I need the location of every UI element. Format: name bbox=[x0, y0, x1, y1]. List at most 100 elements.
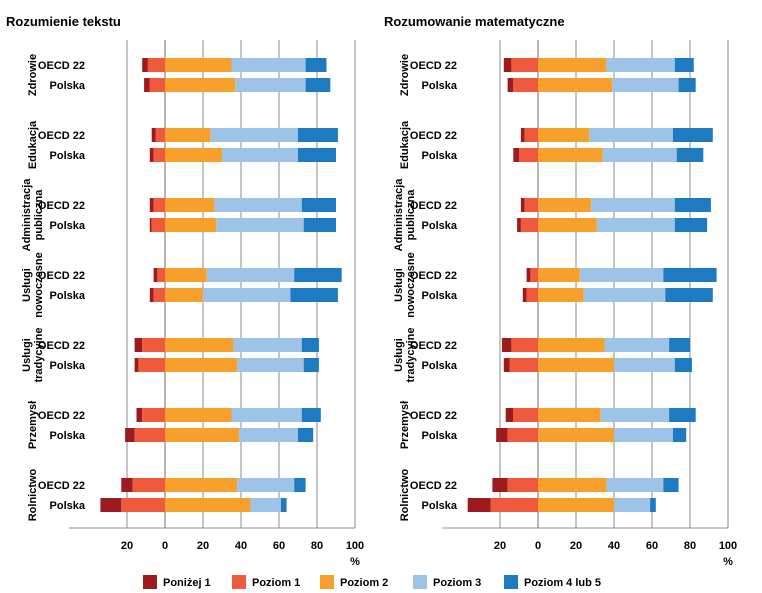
bar-segment bbox=[517, 218, 521, 232]
bar-segment bbox=[165, 128, 211, 142]
bar-segment bbox=[505, 408, 514, 422]
bar-segment bbox=[674, 358, 692, 372]
row-label: Polska bbox=[422, 290, 458, 302]
bar-segment bbox=[674, 218, 708, 232]
category-label-line: publiczna bbox=[405, 189, 417, 241]
category-label-line: nowoczesne bbox=[405, 252, 417, 317]
bar-segment bbox=[600, 408, 670, 422]
bar-segment bbox=[138, 358, 165, 372]
bar-segment bbox=[165, 198, 215, 212]
category-label: Usługitradycyjne bbox=[393, 327, 417, 382]
category-label-line: Usługi bbox=[393, 268, 405, 302]
bar-segment bbox=[165, 408, 232, 422]
bar-segment bbox=[492, 478, 508, 492]
bar-segment bbox=[206, 268, 295, 282]
legend-swatch bbox=[143, 575, 157, 589]
category-label-line: Przemysł bbox=[27, 401, 39, 449]
category-label-line: publiczna bbox=[33, 189, 45, 241]
category-label: Przemysł bbox=[27, 401, 39, 449]
x-axis-unit: % bbox=[350, 556, 360, 568]
bar-segment bbox=[149, 78, 165, 92]
row-label: OECD 22 bbox=[38, 340, 85, 352]
bar-segment bbox=[237, 478, 295, 492]
bar-segment bbox=[100, 498, 122, 512]
bar-segment bbox=[538, 358, 614, 372]
category-label: Rolnictwo bbox=[399, 468, 411, 521]
bar-segment bbox=[538, 408, 601, 422]
legend-swatch bbox=[320, 575, 334, 589]
bar-segment bbox=[674, 198, 711, 212]
bar-segment bbox=[663, 478, 679, 492]
bar-segment bbox=[507, 428, 538, 442]
bar-segment bbox=[663, 268, 717, 282]
category-label: Przemysł bbox=[399, 401, 411, 449]
x-tick-label: 0 bbox=[162, 540, 168, 552]
bar-segment bbox=[496, 428, 508, 442]
bar-segment bbox=[125, 428, 135, 442]
category-label: Zdrowie bbox=[27, 54, 39, 96]
row-label: OECD 22 bbox=[410, 340, 457, 352]
bar-segment bbox=[121, 478, 133, 492]
bar-segment bbox=[674, 58, 694, 72]
row-label: OECD 22 bbox=[410, 130, 457, 142]
bar-segment bbox=[490, 498, 538, 512]
x-tick-label: 80 bbox=[684, 540, 696, 552]
x-tick-label: 20 bbox=[494, 540, 506, 552]
bar-segment bbox=[501, 338, 512, 352]
bar-segment bbox=[153, 148, 165, 162]
bar-segment bbox=[513, 408, 538, 422]
bar-segment bbox=[538, 268, 580, 282]
bar-segment bbox=[147, 58, 165, 72]
bar-segment bbox=[606, 478, 664, 492]
category-label-line: Zdrowie bbox=[399, 54, 411, 96]
bar-segment bbox=[526, 268, 531, 282]
bar-segment bbox=[250, 498, 281, 512]
x-tick-label: 0 bbox=[535, 540, 541, 552]
row-label: OECD 22 bbox=[410, 480, 457, 492]
bar-segment bbox=[583, 288, 666, 302]
bar-segment bbox=[290, 288, 338, 302]
bar-segment bbox=[210, 128, 298, 142]
x-tick-label: 20 bbox=[197, 540, 209, 552]
x-tick-label: 80 bbox=[311, 540, 323, 552]
bar-segment bbox=[503, 358, 510, 372]
category-label-line: Rolnictwo bbox=[27, 468, 39, 521]
bar-segment bbox=[149, 218, 152, 232]
panel-math: Rozumowanie matematyczne 20 0 20 40 60 80 100% Z… bbox=[384, 14, 737, 568]
bar-segment bbox=[301, 198, 336, 212]
bar-segment bbox=[579, 268, 664, 282]
bar-segment bbox=[591, 198, 675, 212]
legend-item: Poziom 1 bbox=[232, 575, 300, 589]
legend-item: Poziom 2 bbox=[320, 575, 388, 589]
bar-segment bbox=[305, 58, 327, 72]
legend-item: Poziom 3 bbox=[413, 575, 481, 589]
row-label: Polska bbox=[50, 360, 86, 372]
bar-segment bbox=[538, 148, 603, 162]
x-axis-unit: % bbox=[723, 556, 733, 568]
bar-segment bbox=[149, 148, 154, 162]
row-label: OECD 22 bbox=[38, 200, 85, 212]
bar-segment bbox=[520, 128, 525, 142]
bar-segment bbox=[614, 498, 651, 512]
bar-segment bbox=[538, 428, 614, 442]
bar-segment bbox=[604, 338, 670, 352]
bar-segment bbox=[165, 218, 217, 232]
bar-segment bbox=[222, 148, 298, 162]
legend-label: Poziom 3 bbox=[433, 577, 481, 589]
legend-label: Poziom 4 lub 5 bbox=[524, 577, 601, 589]
bar-segment bbox=[530, 268, 538, 282]
bar-segment bbox=[589, 128, 673, 142]
bar-segment bbox=[522, 288, 527, 302]
bar-segment bbox=[538, 58, 607, 72]
bar-segment bbox=[121, 498, 165, 512]
bar-segment bbox=[132, 478, 165, 492]
row-label: OECD 22 bbox=[38, 130, 85, 142]
bar-segment bbox=[538, 198, 592, 212]
bar-segment bbox=[233, 338, 302, 352]
category-label-line: Rolnictwo bbox=[399, 468, 411, 521]
bar-segment bbox=[467, 498, 491, 512]
bar-segment bbox=[606, 58, 675, 72]
bar-segment bbox=[669, 408, 696, 422]
bar-segment bbox=[144, 78, 150, 92]
